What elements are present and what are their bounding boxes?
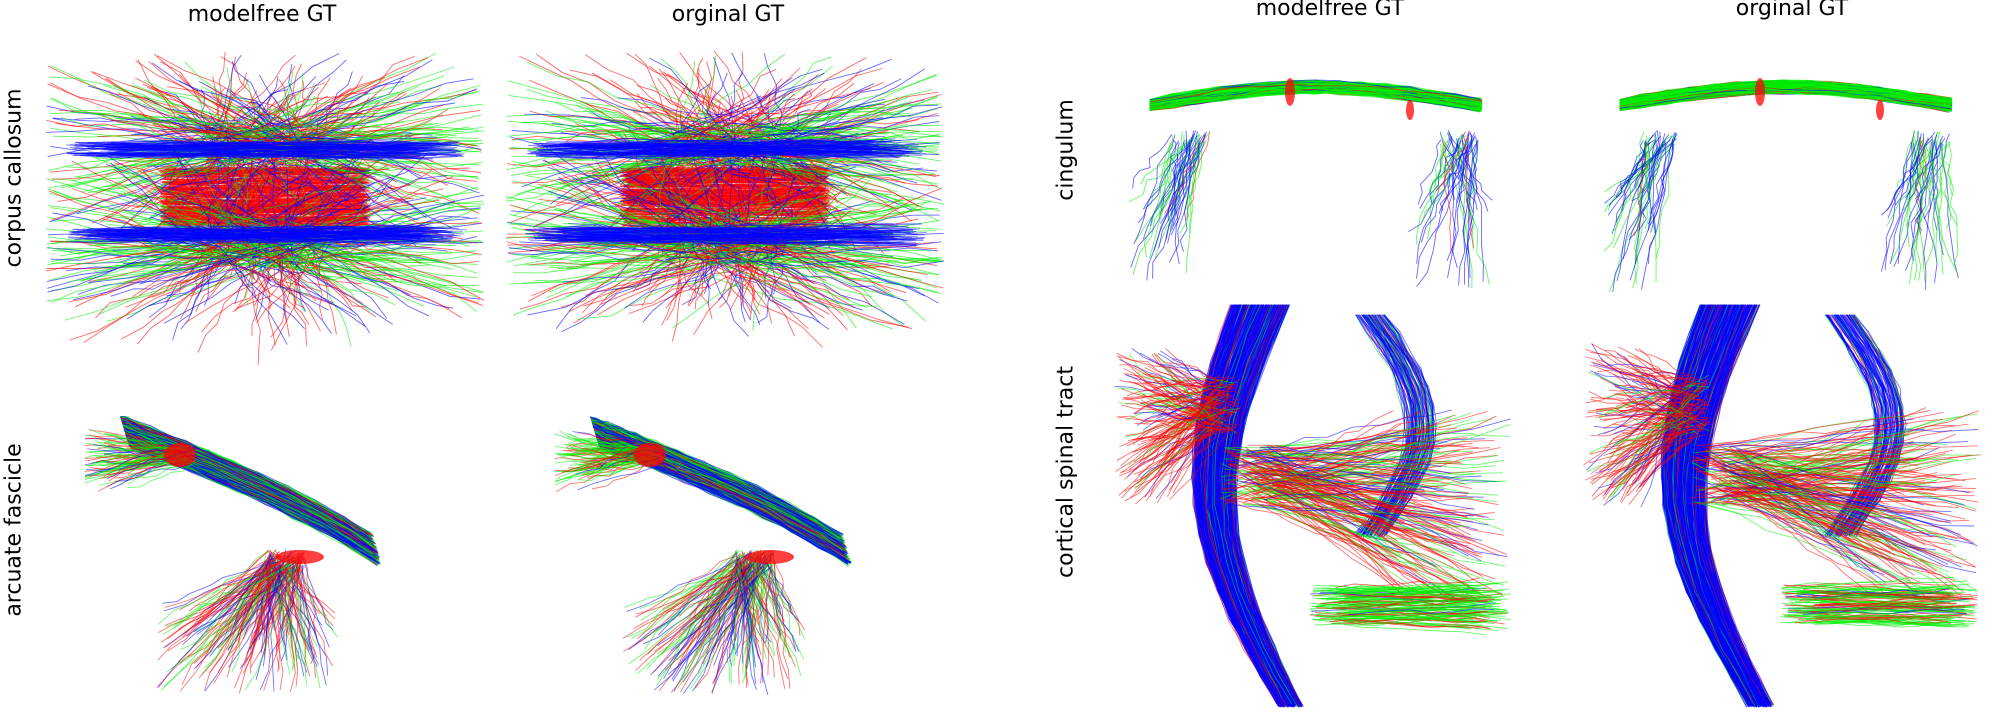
tract-render: [1128, 78, 1493, 289]
tract-render: [1114, 304, 1512, 708]
panel-cortical-spinal-tract-modelfree: [1110, 295, 1520, 710]
panel-corpus-callosum-modelfree: [45, 50, 485, 405]
row-label-corpus-callosum: corpus callosum: [1, 88, 27, 268]
panel-cingulum-modelfree: [1110, 60, 1530, 305]
panel-cortical-spinal-tract-orginal: [1580, 295, 1990, 710]
tract-render: [505, 50, 945, 348]
row-label-cingulum: cingulum: [1053, 99, 1079, 201]
panel-cingulum-orginal: [1580, 60, 2000, 305]
col-title-modelfree-right: modelfree GT: [1255, 0, 1405, 21]
tract-render: [85, 415, 381, 694]
tract-render: [1583, 304, 1981, 708]
tract-render: [45, 51, 485, 365]
col-title-orginal-left: orginal GT: [671, 2, 785, 27]
tract-render: [555, 416, 852, 695]
panel-arcuate-fascicle-modelfree: [85, 405, 430, 695]
panel-corpus-callosum-orginal: [505, 50, 945, 405]
row-label-arcuate-fascicle: arcuate fascicle: [1, 443, 27, 617]
col-title-orginal-right: orginal GT: [1735, 0, 1849, 21]
row-label-cortical-spinal-tract: cortical spinal tract: [1053, 366, 1079, 578]
panel-arcuate-fascicle-orginal: [555, 405, 900, 695]
col-title-modelfree-left: modelfree GT: [187, 2, 337, 27]
tract-render: [1603, 78, 1959, 293]
